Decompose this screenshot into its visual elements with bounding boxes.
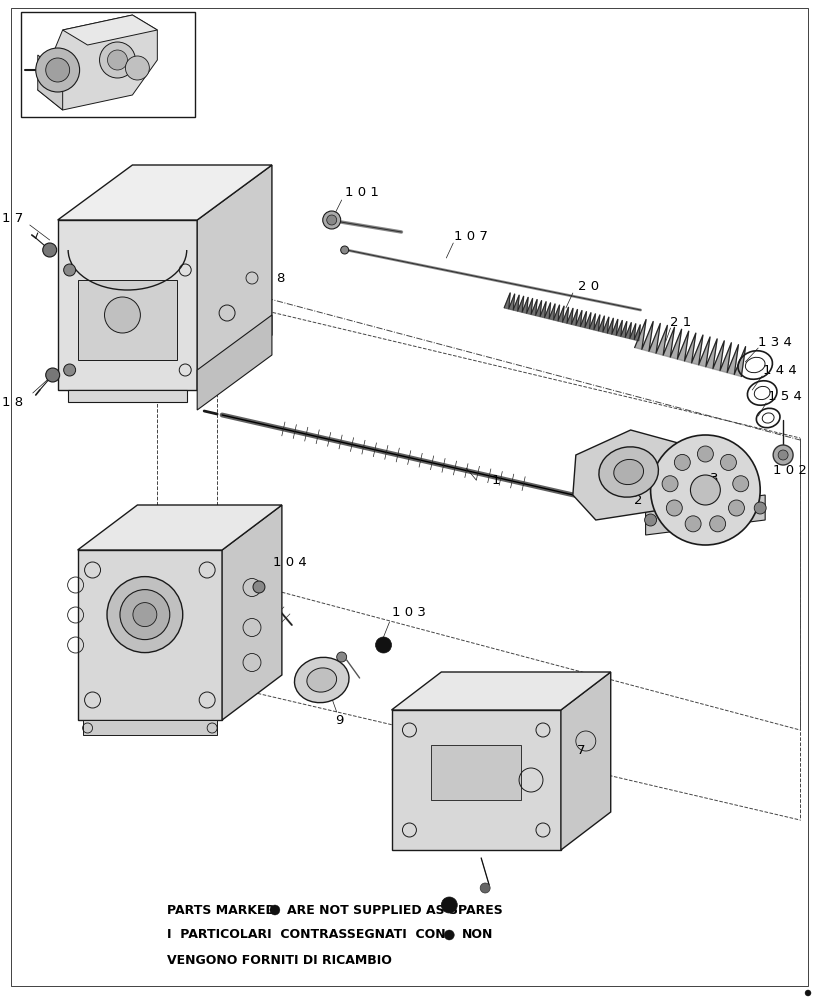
Text: 1: 1 [492, 474, 500, 487]
Text: 4: 4 [226, 512, 234, 524]
Text: 2 1: 2 1 [670, 316, 691, 328]
Circle shape [323, 211, 341, 229]
Polygon shape [58, 220, 197, 390]
Polygon shape [38, 15, 157, 110]
Polygon shape [197, 315, 272, 410]
Polygon shape [504, 293, 641, 341]
Circle shape [46, 368, 60, 382]
Circle shape [36, 48, 80, 92]
Circle shape [754, 502, 766, 514]
Text: 9: 9 [335, 714, 344, 726]
Circle shape [337, 652, 347, 662]
Polygon shape [645, 495, 765, 535]
Bar [432, 745, 521, 800]
Circle shape [375, 637, 392, 653]
Polygon shape [222, 505, 282, 720]
Text: 1 3 4: 1 3 4 [758, 336, 792, 349]
Circle shape [729, 500, 744, 516]
Polygon shape [573, 430, 689, 520]
Text: 1 0 4: 1 0 4 [273, 556, 307, 568]
Circle shape [42, 243, 56, 257]
Text: 1 7: 1 7 [2, 212, 24, 225]
Circle shape [698, 446, 713, 462]
Text: I  PARTICOLARI  CONTRASSEGNATI  CON: I PARTICOLARI CONTRASSEGNATI CON [167, 928, 446, 942]
Circle shape [710, 516, 725, 532]
Ellipse shape [307, 668, 337, 692]
Circle shape [46, 58, 69, 82]
Circle shape [64, 264, 76, 276]
Text: 1 5 4: 1 5 4 [768, 390, 802, 403]
Polygon shape [197, 165, 272, 390]
Bar [78, 280, 177, 360]
Circle shape [108, 50, 127, 70]
Text: VENGONO FORNITI DI RICAMBIO: VENGONO FORNITI DI RICAMBIO [167, 954, 392, 966]
Text: 7: 7 [577, 744, 585, 756]
Circle shape [441, 897, 457, 913]
Text: 1 8: 1 8 [2, 395, 24, 408]
Polygon shape [78, 505, 282, 550]
Polygon shape [392, 672, 610, 710]
Circle shape [650, 435, 761, 545]
Circle shape [805, 990, 811, 996]
Text: 1 0 2: 1 0 2 [773, 464, 807, 477]
Circle shape [733, 476, 749, 492]
Text: PARTS MARKED: PARTS MARKED [167, 904, 276, 916]
Circle shape [64, 364, 76, 376]
Circle shape [326, 215, 337, 225]
Text: 8: 8 [276, 271, 284, 284]
Polygon shape [635, 319, 746, 376]
Circle shape [133, 603, 157, 627]
Polygon shape [82, 720, 217, 735]
Circle shape [685, 516, 701, 532]
Polygon shape [58, 165, 272, 220]
Polygon shape [63, 15, 157, 45]
Text: 2 0: 2 0 [579, 280, 600, 294]
Polygon shape [392, 710, 561, 850]
Text: 3: 3 [710, 472, 719, 485]
Bar [21, 12, 195, 117]
Circle shape [778, 450, 788, 460]
Circle shape [690, 475, 721, 505]
Circle shape [341, 246, 348, 254]
Text: NON: NON [462, 928, 494, 942]
Circle shape [674, 454, 690, 470]
Circle shape [270, 905, 280, 915]
Circle shape [253, 581, 265, 593]
Circle shape [120, 590, 170, 640]
Circle shape [662, 476, 678, 492]
Text: 2: 2 [634, 493, 643, 506]
Text: 1 0 7: 1 0 7 [455, 231, 488, 243]
Polygon shape [78, 550, 222, 720]
Polygon shape [561, 672, 610, 850]
Circle shape [645, 514, 657, 526]
Circle shape [104, 297, 140, 333]
Circle shape [126, 56, 149, 80]
Circle shape [667, 500, 682, 516]
Text: 1 4 4: 1 4 4 [763, 363, 797, 376]
Circle shape [445, 930, 455, 940]
Ellipse shape [295, 657, 349, 703]
Circle shape [107, 577, 183, 653]
Circle shape [721, 454, 736, 470]
Circle shape [480, 883, 490, 893]
Text: ARE NOT SUPPLIED AS SPARES: ARE NOT SUPPLIED AS SPARES [287, 904, 503, 916]
Circle shape [100, 42, 135, 78]
Text: 1 0 3: 1 0 3 [392, 605, 427, 618]
Ellipse shape [614, 459, 644, 485]
Circle shape [773, 445, 793, 465]
Polygon shape [68, 390, 187, 402]
Polygon shape [38, 55, 63, 110]
Text: 1 0 1: 1 0 1 [344, 186, 379, 200]
Ellipse shape [599, 447, 659, 497]
